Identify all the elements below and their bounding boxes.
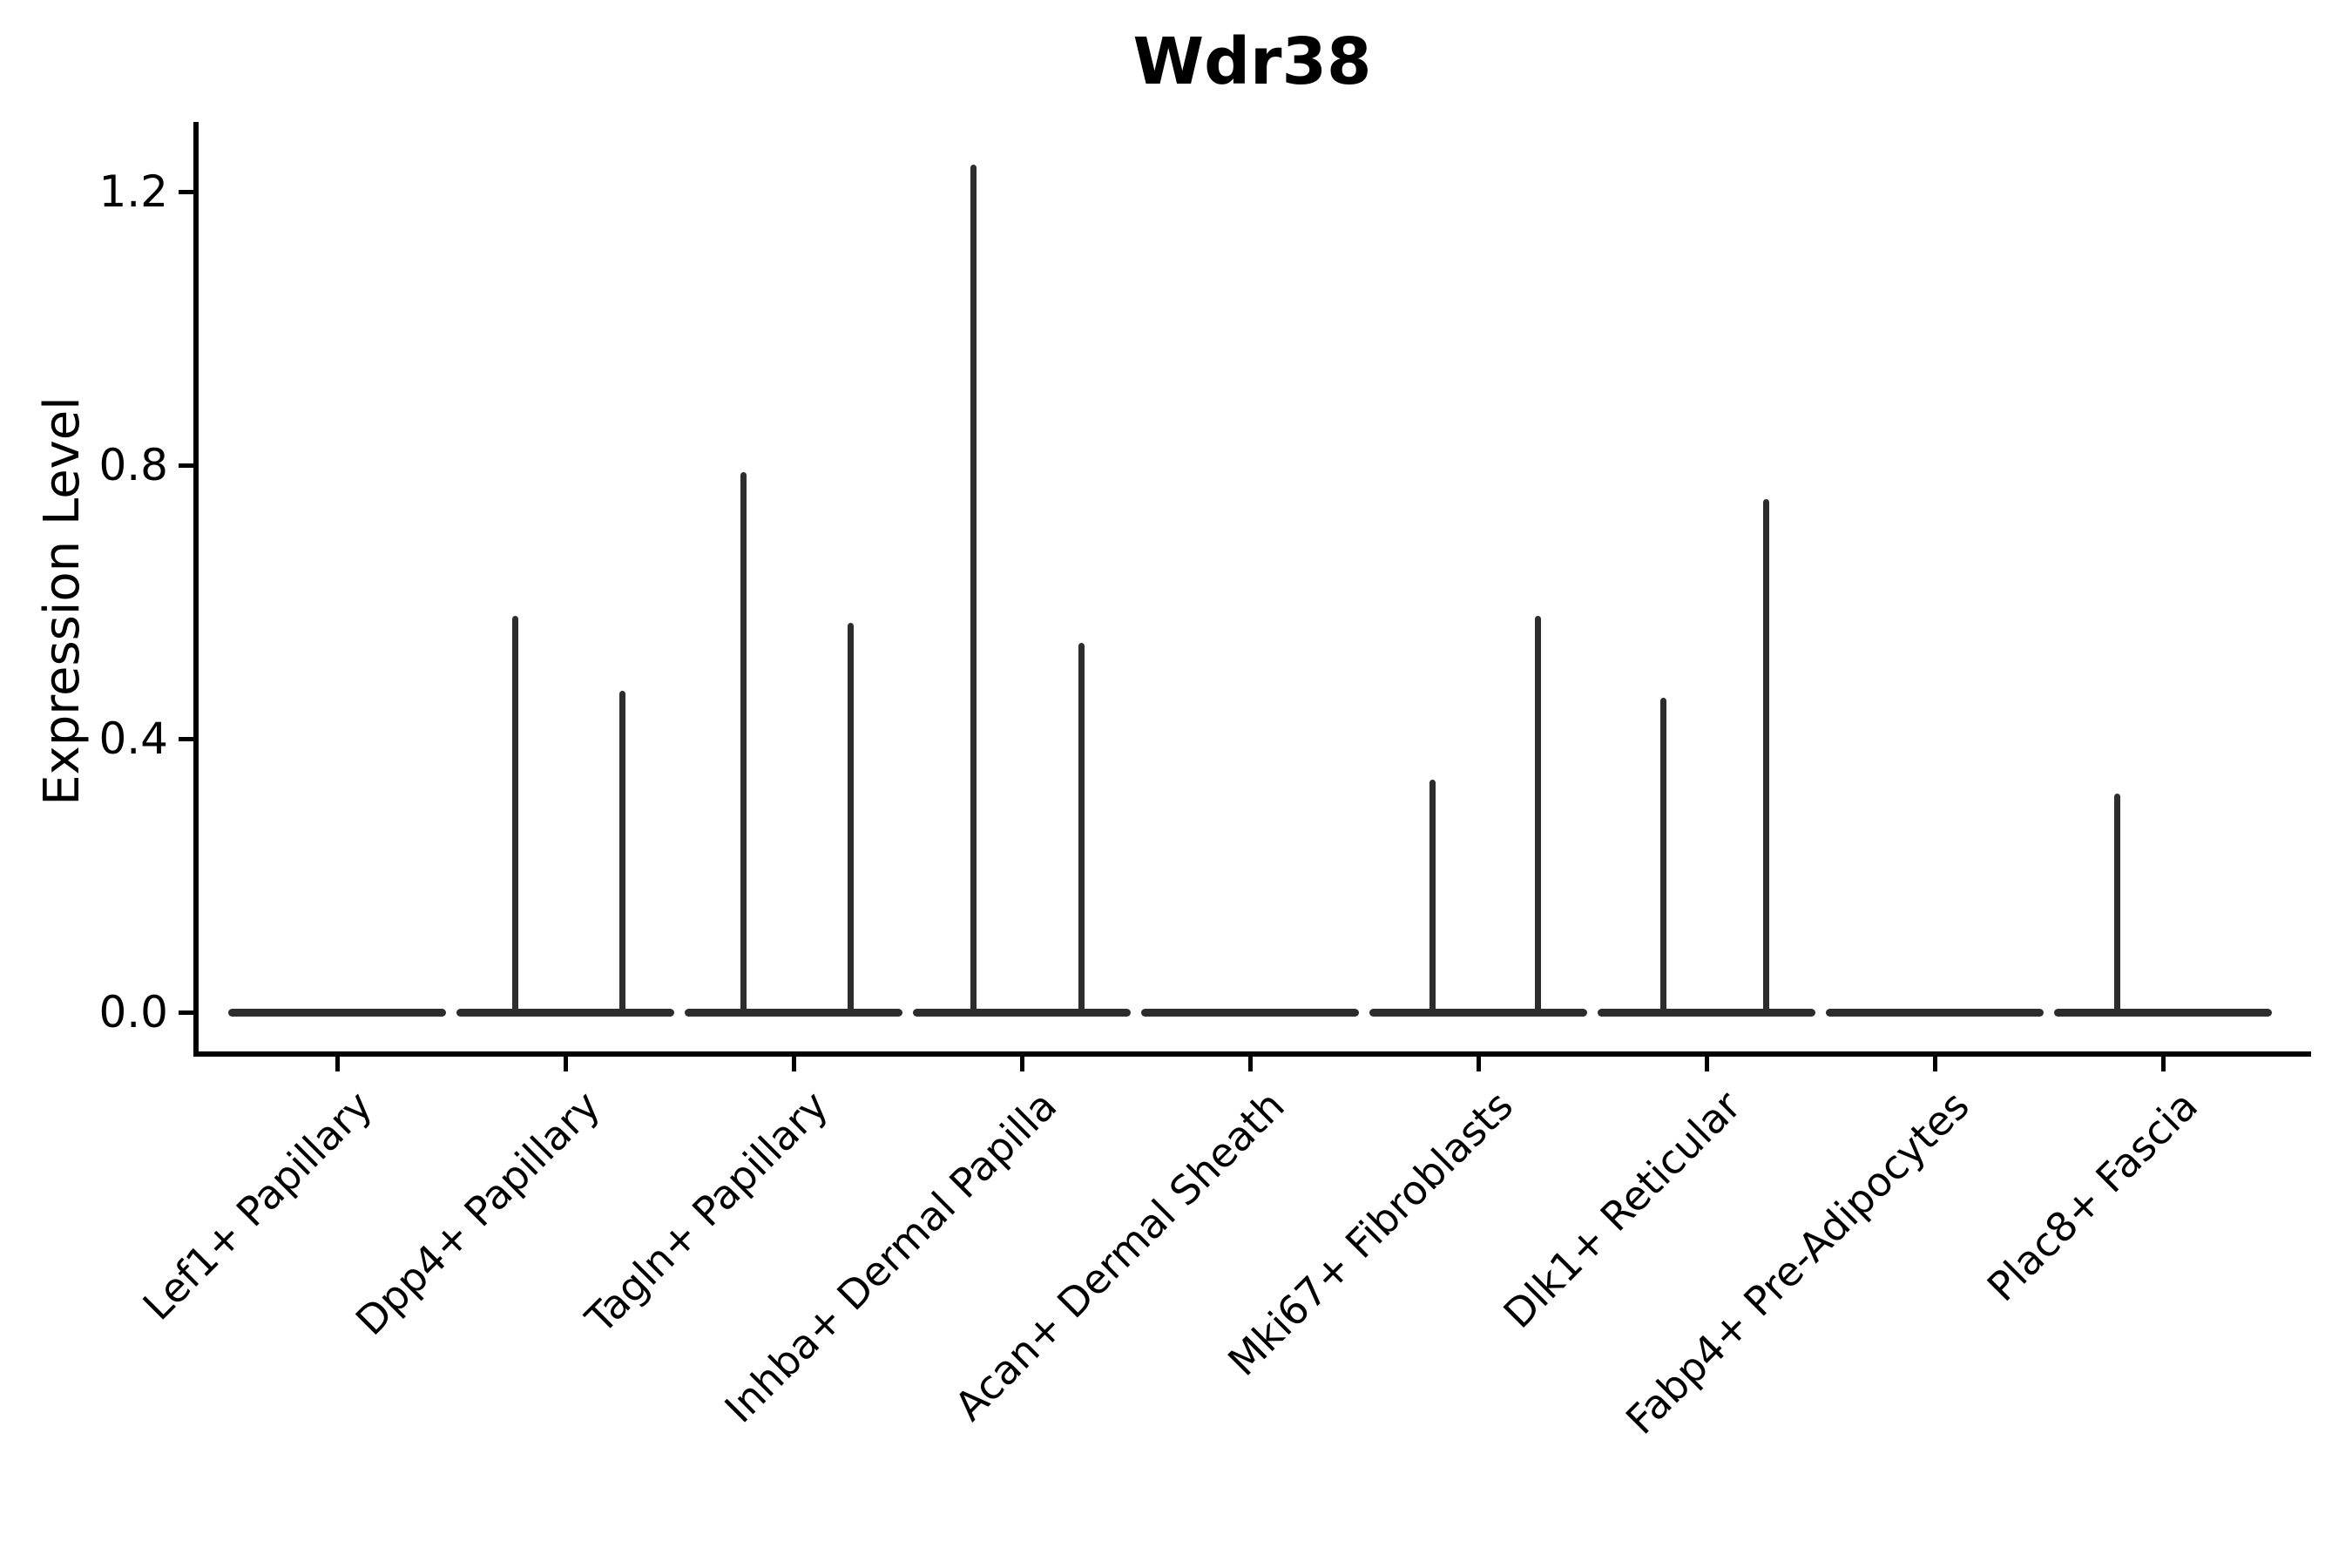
violin-spike: [511, 615, 518, 1012]
violin-spike: [970, 164, 977, 1012]
violin-baseline: [456, 1008, 674, 1017]
violin-baseline: [1141, 1008, 1359, 1017]
x-tick: [1704, 1057, 1709, 1071]
y-tick: [179, 736, 193, 741]
y-axis-spine: [193, 122, 199, 1057]
violin-spike: [1078, 643, 1085, 1012]
violin-spike: [740, 471, 747, 1012]
x-tick-label: Plac8+ Fascia: [1977, 1081, 2207, 1311]
x-tick: [563, 1057, 568, 1071]
violin-baseline: [2054, 1008, 2272, 1017]
y-tick: [179, 463, 193, 468]
violin-baseline: [1598, 1008, 1815, 1017]
violin-baseline: [1369, 1008, 1587, 1017]
y-axis-label: Expression Level: [34, 396, 91, 806]
y-tick-label: 0.0: [98, 987, 168, 1037]
x-tick: [1932, 1057, 1937, 1071]
violin-spike: [2114, 793, 2121, 1012]
y-tick: [179, 1010, 193, 1015]
violin-spike: [1762, 499, 1769, 1012]
y-tick: [179, 189, 193, 194]
x-tick-label: Dlk1+ Reticular: [1494, 1081, 1751, 1338]
violin-spike: [619, 691, 625, 1012]
y-tick-label: 0.4: [98, 713, 168, 764]
violin-baseline: [1826, 1008, 2044, 1017]
x-tick: [2160, 1057, 2166, 1071]
plot-title: Wdr38: [1132, 24, 1372, 99]
x-tick: [335, 1057, 340, 1071]
x-axis-spine: [193, 1051, 2311, 1057]
x-tick-label: Lef1+ Papillary: [133, 1081, 382, 1329]
violin-spike: [1534, 615, 1541, 1012]
x-tick: [1476, 1057, 1481, 1071]
x-tick-label: Dpp4+ Papillary: [346, 1081, 610, 1345]
x-tick: [1247, 1057, 1253, 1071]
violin-baseline: [685, 1008, 902, 1017]
violin-baseline: [228, 1008, 446, 1017]
x-tick: [791, 1057, 796, 1071]
x-tick: [1019, 1057, 1024, 1071]
x-tick-label: Tagln+ Papillary: [577, 1081, 838, 1342]
violin-spike: [1659, 697, 1666, 1012]
violin-spike: [1429, 780, 1436, 1012]
violin-spike: [848, 622, 854, 1012]
y-tick-label: 0.8: [98, 440, 168, 490]
y-tick-label: 1.2: [98, 166, 168, 217]
violin-baseline: [913, 1008, 1131, 1017]
